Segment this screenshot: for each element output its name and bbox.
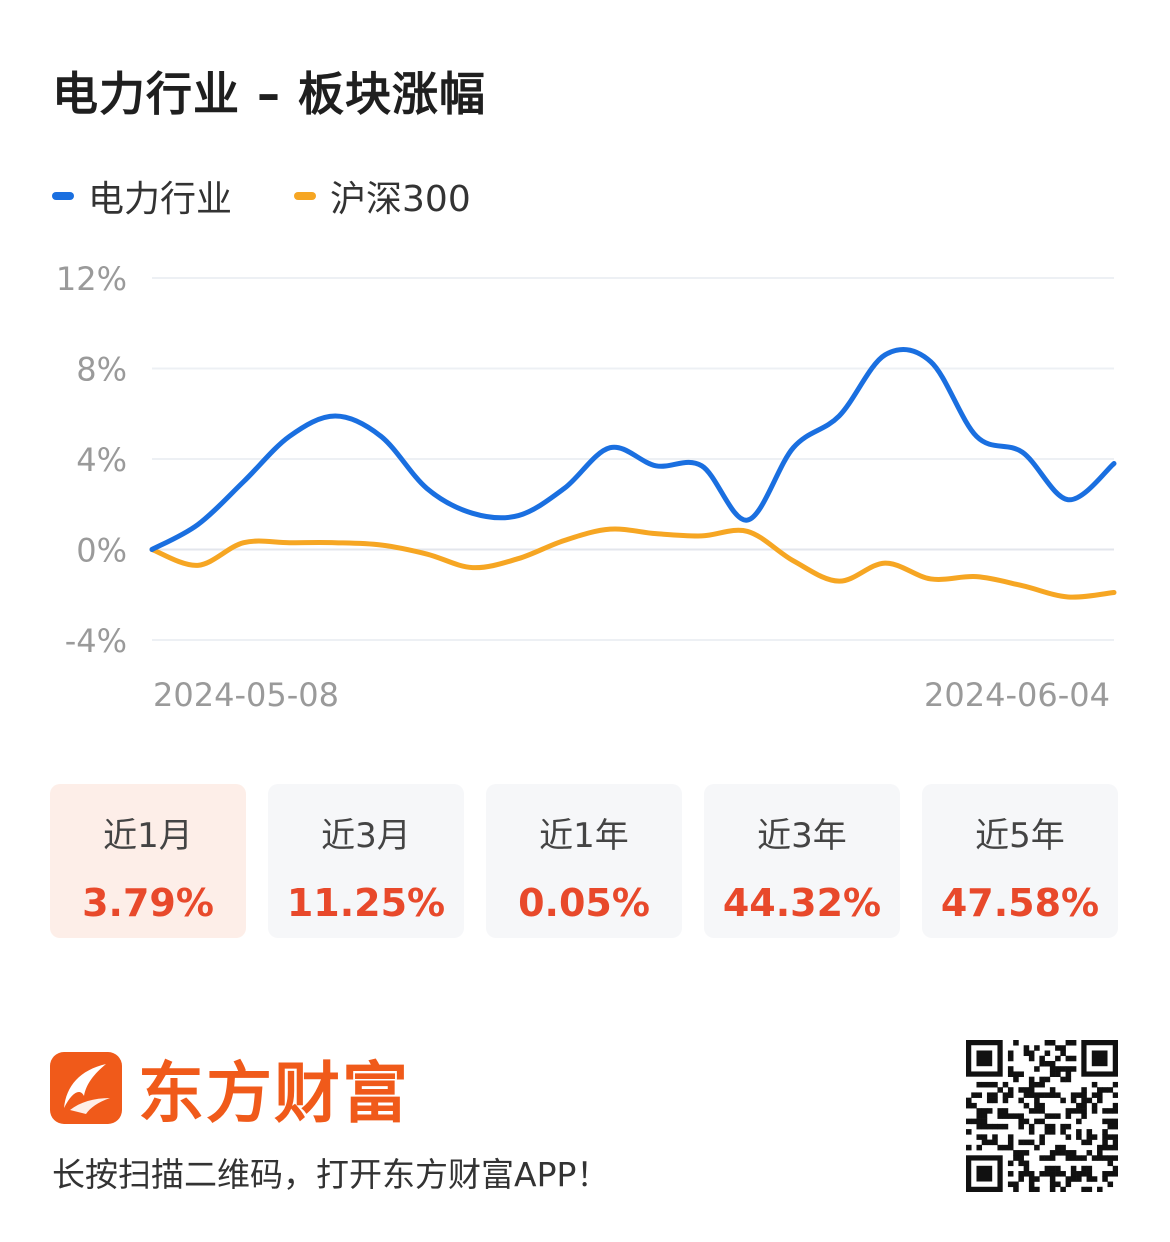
period-tab-5y[interactable]: 近5年 47.58% [922,784,1118,938]
footer-tagline: 长按扫描二维码，打开东方财富APP！ [52,1155,610,1194]
period-value: 11.25% [286,881,446,925]
y-tick-label: -4% [65,622,127,660]
line-chart: 12% 8% 4% 0% -4% 2024-05-08 2024-06-04 [56,260,1117,714]
legend-label-power: 电力行业 [88,179,233,220]
series-line-power [149,347,1117,552]
qr-code-icon[interactable] [966,1040,1118,1192]
brand-name: 东方财富 [138,1055,410,1132]
period-label: 近5年 [975,816,1065,856]
y-tick-label: 12% [56,260,127,298]
period-label: 近3年 [757,816,847,856]
legend-swatch-hs300 [294,192,317,200]
period-tabs: 近1月 3.79% 近3月 11.25% 近1年 0.05% 近3年 44.32… [50,784,1118,938]
period-label: 近1月 [103,816,193,856]
brand: 东方财富 [50,1040,410,1136]
y-tick-label: 4% [76,441,127,479]
legend-item-power: 电力行业 [52,170,232,222]
x-tick-label: 2024-05-08 [153,676,339,714]
period-label: 近3月 [321,816,411,856]
y-tick-label: 8% [76,351,127,389]
series-line-hs300 [149,526,1117,600]
period-tab-3y[interactable]: 近3年 44.32% [704,784,900,938]
period-tab-1y[interactable]: 近1年 0.05% [486,784,682,938]
chart-title: 电力行业 – 板块涨幅 [52,67,487,121]
period-value: 47.58% [940,881,1100,925]
legend-swatch-power [52,192,74,200]
y-tick-label: 0% [76,532,127,570]
period-value: 44.32% [722,881,882,925]
legend: 电力行业 沪深300 [52,170,533,222]
period-value: 3.79% [82,881,214,925]
period-value: 0.05% [518,881,650,925]
legend-item-hs300: 沪深300 [294,170,471,222]
x-tick-label: 2024-06-04 [924,676,1110,714]
period-label: 近1年 [539,816,629,856]
eastmoney-logo-icon [50,1052,122,1124]
legend-label-hs300: 沪深300 [330,179,471,220]
period-tab-3m[interactable]: 近3月 11.25% [268,784,464,938]
period-tab-1m[interactable]: 近1月 3.79% [50,784,246,938]
